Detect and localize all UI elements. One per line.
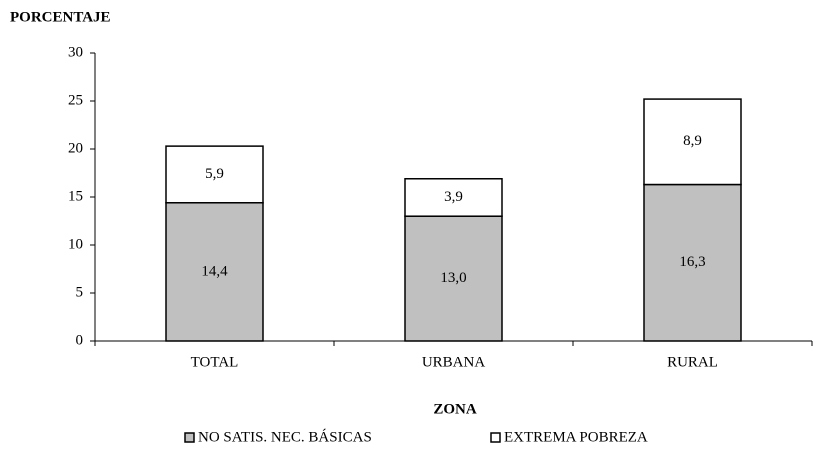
bar-segment (165, 145, 264, 204)
x-tick-label: URBANA (422, 354, 486, 370)
legend-label: NO SATIS. NEC. BÁSICAS (198, 428, 372, 445)
y-tick-label: 20 (68, 140, 83, 156)
bar-segment (643, 183, 742, 342)
x-tick-label: RURAL (667, 354, 718, 370)
value-label: 3,9 (444, 189, 463, 205)
value-label: 14,4 (201, 263, 228, 279)
value-label: 8,9 (683, 133, 702, 149)
legend-swatch (490, 432, 501, 443)
legend-swatch (184, 432, 195, 443)
bar-segment (165, 202, 264, 342)
x-tick-label: TOTAL (191, 354, 239, 370)
legend-label: EXTREMA POBREZA (504, 429, 648, 445)
bar-segment (643, 98, 742, 186)
y-tick-label: 25 (68, 92, 83, 108)
value-label: 13,0 (440, 270, 466, 286)
x-axis-title: ZONA (433, 401, 477, 417)
y-tick-label: 15 (68, 188, 83, 204)
y-tick-label: 10 (68, 236, 83, 252)
y-tick-label: 5 (76, 284, 84, 300)
bar-segment (404, 215, 503, 342)
y-tick-label: 30 (68, 44, 83, 60)
value-label: 16,3 (679, 254, 705, 270)
value-label: 5,9 (205, 166, 224, 182)
bar-segment (404, 178, 503, 217)
y-tick-label: 0 (76, 332, 84, 348)
y-axis-title: PORCENTAJE (10, 9, 111, 25)
